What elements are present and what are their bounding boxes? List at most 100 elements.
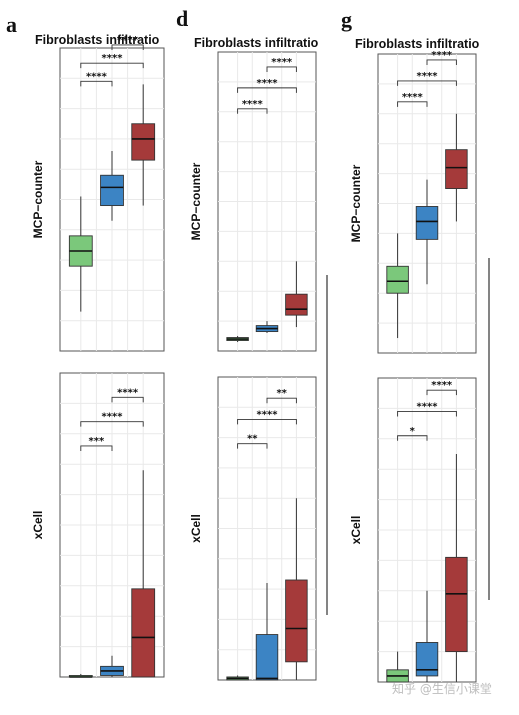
box-iqr bbox=[255, 634, 279, 681]
significance-bracket: **** bbox=[397, 401, 457, 417]
significance-bracket: **** bbox=[237, 409, 297, 425]
significance-label: **** bbox=[117, 35, 139, 46]
box-group-1 bbox=[386, 651, 409, 683]
bracket-line bbox=[426, 59, 457, 65]
bracket-line bbox=[397, 435, 428, 441]
significance-bracket: **** bbox=[397, 92, 428, 107]
bracket-line bbox=[111, 396, 144, 403]
significance-bracket: **** bbox=[426, 380, 457, 396]
box-group-3 bbox=[285, 498, 308, 680]
significance-label: **** bbox=[431, 50, 453, 61]
box-iqr bbox=[285, 579, 308, 663]
box-group-3 bbox=[445, 113, 468, 222]
bracket-line bbox=[397, 101, 428, 107]
panel-a-mcp: a Fibroblasts infiltratio MCP−counter **** *… bbox=[6, 12, 165, 352]
panel-a-xcell: xCell*********** bbox=[31, 372, 165, 678]
y-axis-label: xCell bbox=[31, 511, 45, 540]
significance-label: ** bbox=[247, 434, 258, 445]
significance-label: **** bbox=[271, 57, 293, 68]
significance-label: **** bbox=[242, 99, 264, 110]
box-group-2 bbox=[415, 590, 439, 682]
bracket-line bbox=[397, 80, 457, 86]
bracket-line bbox=[237, 443, 268, 449]
significance-bracket: **** bbox=[80, 71, 113, 87]
significance-bracket: * bbox=[397, 426, 428, 441]
box-group-1 bbox=[226, 675, 249, 681]
box-iqr bbox=[100, 174, 124, 207]
significance-label: **** bbox=[257, 78, 279, 89]
box-iqr bbox=[445, 149, 468, 189]
box-group-2 bbox=[100, 151, 124, 221]
y-axis-label: xCell bbox=[189, 514, 203, 543]
box-group-1 bbox=[68, 196, 93, 312]
significance-bracket: **** bbox=[266, 57, 297, 72]
panel-g-xcell: xCell********* bbox=[349, 377, 477, 683]
y-axis-label: MCP−counter bbox=[189, 162, 203, 240]
box-iqr bbox=[131, 588, 156, 678]
bracket-line bbox=[237, 418, 297, 425]
bracket-line bbox=[80, 80, 113, 87]
box-group-1 bbox=[386, 233, 409, 339]
box-iqr bbox=[445, 556, 468, 653]
panel-d-xcell: xCell******** bbox=[189, 376, 317, 681]
bracket-line bbox=[397, 410, 457, 417]
significance-bracket: ** bbox=[266, 388, 297, 404]
box-group-3 bbox=[285, 261, 308, 328]
box-group-3 bbox=[131, 84, 156, 206]
box-group-2 bbox=[100, 655, 124, 677]
significance-bracket: **** bbox=[426, 50, 457, 65]
significance-bracket: **** bbox=[237, 78, 297, 93]
box-iqr bbox=[386, 265, 409, 294]
box-iqr bbox=[415, 206, 439, 240]
significance-label: **** bbox=[417, 401, 439, 412]
significance-label: **** bbox=[117, 387, 139, 398]
panel-d-mcp: d Fibroblasts infiltratio MCP−counter **** *… bbox=[176, 6, 319, 352]
bracket-line bbox=[80, 421, 144, 427]
box-group-1 bbox=[68, 673, 93, 678]
panel-letter: a bbox=[6, 12, 17, 37]
significance-bracket: **** bbox=[397, 71, 457, 86]
bracket-line bbox=[80, 445, 113, 451]
y-axis-label: MCP−counter bbox=[31, 160, 45, 238]
panel-title: Fibroblasts infiltratio bbox=[355, 37, 480, 51]
significance-bracket: **** bbox=[111, 35, 144, 50]
significance-label: **** bbox=[257, 409, 279, 420]
bracket-line bbox=[80, 62, 144, 69]
bracket-line bbox=[111, 44, 144, 50]
significance-label: **** bbox=[86, 71, 108, 82]
stray-lines bbox=[326, 258, 490, 615]
watermark-text: 知乎 @生信小课堂 bbox=[392, 682, 492, 696]
significance-bracket: ** bbox=[237, 434, 268, 449]
significance-bracket: *** bbox=[80, 436, 113, 451]
box-group-3 bbox=[131, 470, 156, 678]
panel-letter: d bbox=[176, 6, 188, 31]
box-iqr bbox=[415, 642, 439, 677]
significance-label: **** bbox=[102, 412, 124, 423]
bracket-line bbox=[266, 397, 297, 404]
y-axis-label: xCell bbox=[349, 516, 363, 545]
box-group-2 bbox=[415, 179, 439, 285]
box-group-2 bbox=[255, 321, 279, 334]
significance-bracket: **** bbox=[111, 387, 144, 403]
box-iqr bbox=[285, 293, 308, 316]
bracket-line bbox=[266, 66, 297, 72]
significance-label: **** bbox=[102, 53, 124, 64]
significance-label: **** bbox=[402, 92, 424, 103]
significance-label: **** bbox=[417, 71, 439, 82]
significance-label: * bbox=[410, 426, 416, 437]
box-iqr bbox=[131, 123, 156, 161]
significance-label: **** bbox=[431, 380, 453, 391]
y-axis-label: MCP−counter bbox=[349, 164, 363, 242]
significance-bracket: **** bbox=[80, 412, 144, 427]
panel-letter: g bbox=[341, 7, 352, 32]
significance-label: *** bbox=[89, 436, 105, 447]
box-group-3 bbox=[445, 454, 468, 682]
box-group-1 bbox=[226, 336, 249, 343]
significance-label: ** bbox=[276, 388, 287, 399]
panel-title: Fibroblasts infiltratio bbox=[35, 33, 160, 47]
bracket-line bbox=[426, 389, 457, 396]
bracket-line bbox=[237, 108, 268, 114]
